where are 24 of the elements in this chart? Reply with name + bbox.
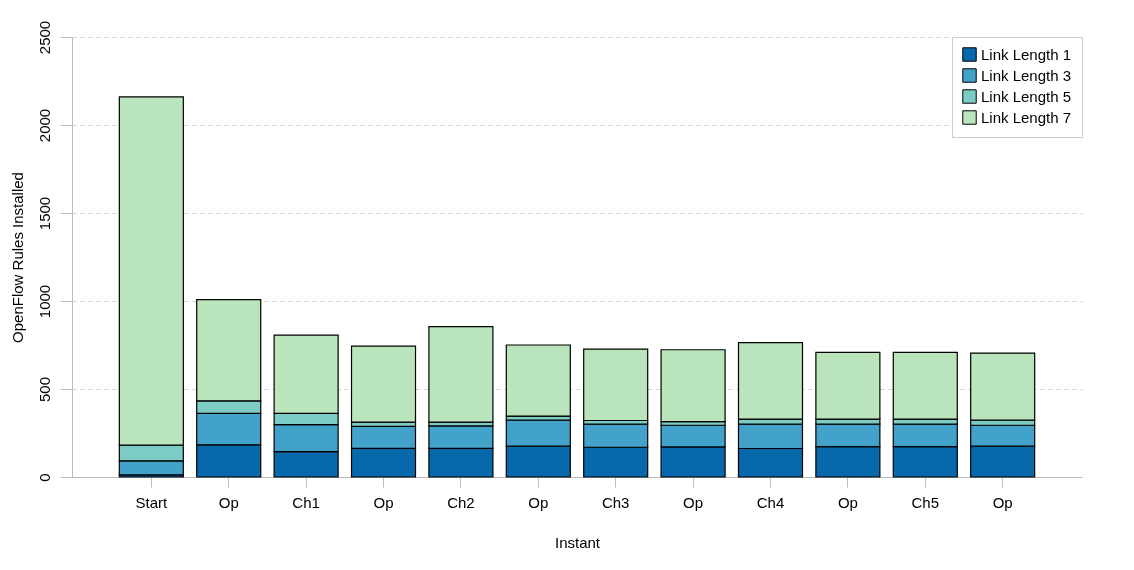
legend-label: Link Length 7 [981,108,1072,126]
x-axis-title: Instant [554,533,601,551]
x-tick-label: Op [373,493,394,511]
x-tick-label: Ch1 [292,493,320,511]
y-tick-label: 2500 [35,20,53,55]
y-tick-label: 1500 [35,196,53,231]
y-tick-label: 1000 [35,284,53,319]
x-tick-label: Ch3 [601,493,630,511]
y-axis-title: OpenFlow Rules Installed [8,172,26,343]
x-tick-label: Ch4 [756,493,785,511]
legend-label: Link Length 5 [981,87,1072,105]
x-tick-label: Op [992,493,1013,511]
x-tick-label: Start [135,493,168,511]
x-tick-label: Ch5 [911,493,940,511]
x-tick-label: Ch2 [447,493,475,511]
legend-label: Link Length 3 [981,66,1072,84]
legend-label: Link Length 1 [981,45,1072,63]
y-tick-label: 2000 [35,108,53,143]
x-tick-label: Op [837,493,858,511]
x-tick-label: Op [683,493,704,511]
x-tick-label: Op [528,493,549,511]
y-tick-label: 500 [35,376,53,403]
y-tick-label: 0 [35,473,53,482]
x-tick-label: Op [218,493,239,511]
